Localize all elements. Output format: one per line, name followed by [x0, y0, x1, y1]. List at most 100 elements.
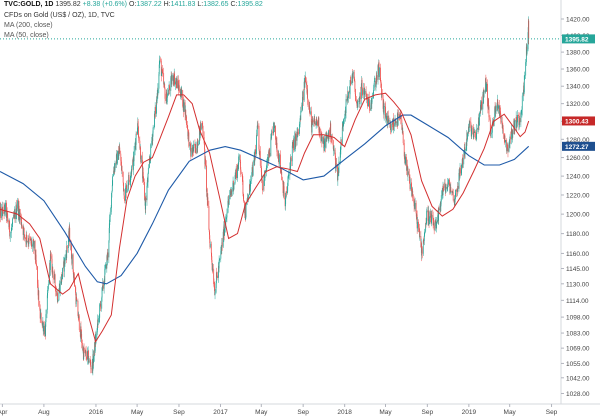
candle-body [354, 80, 356, 89]
candle-body [151, 140, 153, 145]
candle-body [121, 161, 122, 171]
candle-body [287, 186, 288, 194]
candle-body [35, 254, 37, 264]
candle-body [340, 139, 342, 146]
candle-body [406, 164, 408, 171]
candle-body [143, 176, 144, 182]
candle-body [418, 221, 419, 228]
candle-body [102, 282, 104, 289]
candle-body [118, 154, 120, 160]
candle-body [470, 122, 472, 129]
close-value: 1395.82 [237, 1, 263, 8]
candle-body [305, 76, 306, 83]
candle-body [216, 275, 218, 277]
candle-body [58, 293, 60, 301]
y-tick-label: 1130.00 [566, 281, 589, 288]
y-tick-label: 1340.00 [566, 84, 590, 91]
candle-body [179, 91, 181, 97]
candle-body [61, 276, 63, 280]
candle-body [152, 127, 154, 133]
candle-body [355, 94, 356, 101]
candle-body [97, 319, 99, 326]
y-tick-label: 1028.00 [566, 391, 590, 398]
candle-body [325, 136, 327, 148]
candle-body [439, 206, 441, 211]
y-tick-label: 1083.00 [566, 331, 590, 338]
candle-body [236, 168, 237, 179]
candle-body [187, 131, 189, 137]
candle-body [266, 164, 268, 170]
candle-body [238, 162, 239, 169]
candle-body [300, 110, 302, 120]
candle-body [54, 274, 56, 286]
candle-body [77, 300, 79, 316]
candle-body [158, 74, 160, 89]
candle-body [40, 314, 41, 319]
candle-body [411, 186, 413, 196]
candle-body [105, 264, 106, 269]
candle-body [100, 304, 102, 309]
candle-body [511, 131, 513, 134]
candle-body [106, 256, 108, 269]
candle-body [213, 286, 215, 287]
ma200-indicator-label[interactable]: MA (200, close) [4, 22, 53, 29]
candle-body [514, 121, 516, 129]
candle-body [172, 75, 174, 82]
candle-body [76, 300, 78, 302]
candle-body [7, 217, 9, 222]
candle-body [432, 216, 434, 226]
candle-body [156, 93, 158, 101]
candle-body [314, 119, 316, 123]
candle-body [4, 205, 6, 206]
candle-body [190, 147, 192, 157]
candle-body [119, 147, 121, 154]
candle-body [505, 140, 507, 142]
candle-body [291, 145, 293, 162]
candle-body [426, 210, 428, 212]
candle-body [320, 133, 322, 141]
candle-body [101, 287, 103, 298]
candle-body [21, 218, 22, 227]
candle-body [333, 145, 334, 151]
candle-body [433, 225, 435, 231]
candle-body [234, 175, 236, 184]
candle-body [459, 168, 461, 174]
candle-body [354, 88, 356, 95]
candle-body [166, 97, 168, 104]
candle-body [350, 80, 352, 84]
candle-body [37, 266, 38, 283]
candle-body [215, 272, 217, 284]
candle-body [473, 132, 475, 137]
candle-body [494, 107, 496, 109]
candle-body [240, 169, 242, 173]
ma50-indicator-label[interactable]: MA (50, close) [4, 32, 49, 39]
candle-body [303, 81, 305, 101]
candle-body [11, 227, 12, 231]
candle-body [142, 172, 144, 177]
candle-body [434, 222, 436, 231]
candle-body [67, 239, 69, 249]
candle-body [266, 162, 268, 165]
candle-body [42, 323, 43, 326]
candle-body [477, 121, 479, 130]
candle-body [299, 124, 300, 134]
candle-body [336, 163, 337, 165]
candle-body [51, 258, 53, 273]
candle-body [111, 191, 113, 193]
candle-body [120, 160, 122, 162]
candle-body [447, 187, 448, 189]
candle-body [11, 226, 13, 228]
price-change: +8.38 (+0.6%) [82, 1, 127, 8]
ma50-price-badge-text: 1300.43 [565, 118, 589, 125]
candle-body [472, 128, 474, 137]
symbol-title[interactable]: TVC:GOLD, 1D [4, 1, 54, 8]
y-tick-label: 1114.00 [566, 298, 589, 305]
time-axis[interactable]: Apr Aug 2016 May Sep 2017 May Sep 2018 May Sep 2019… [0, 404, 558, 416]
candle-body [39, 309, 41, 319]
candle-body [211, 264, 213, 270]
candle-body [188, 131, 189, 133]
candle-body [109, 219, 110, 228]
candle-body [43, 325, 44, 332]
candle-body [510, 129, 512, 140]
